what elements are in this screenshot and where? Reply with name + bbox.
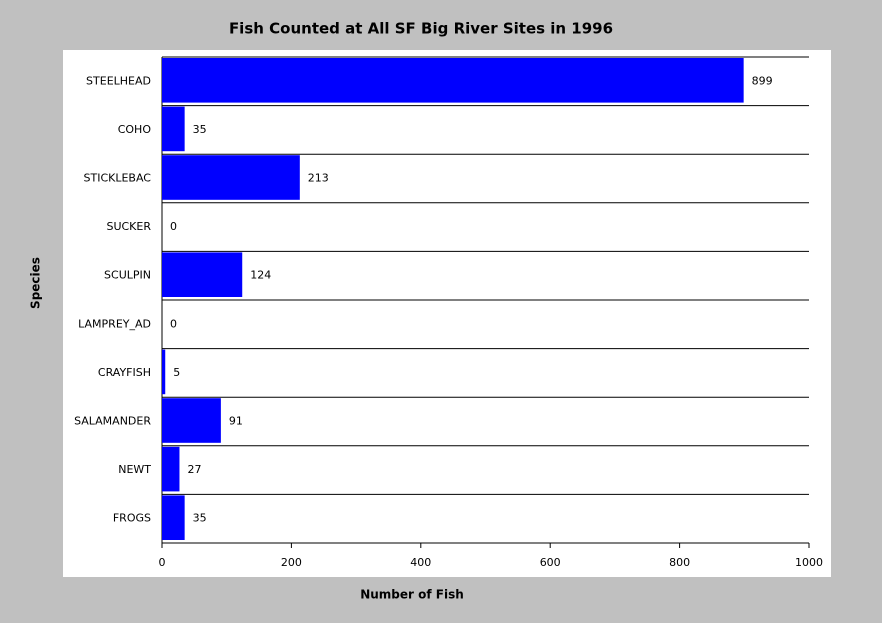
value-label: 27 bbox=[187, 463, 201, 476]
value-label: 0 bbox=[170, 317, 177, 330]
bar bbox=[162, 446, 180, 492]
value-label: 213 bbox=[308, 172, 329, 185]
value-label: 35 bbox=[193, 123, 207, 136]
x-axis-title: Number of Fish bbox=[360, 588, 464, 602]
value-label: 35 bbox=[193, 512, 207, 525]
value-label: 124 bbox=[250, 269, 271, 282]
bar bbox=[162, 398, 221, 443]
x-tick-label: 600 bbox=[540, 556, 561, 569]
bar bbox=[162, 155, 300, 200]
x-tick-label: 400 bbox=[410, 556, 431, 569]
chart-title: Fish Counted at All SF Big River Sites i… bbox=[229, 20, 613, 38]
bar bbox=[162, 349, 166, 395]
x-tick-label: 0 bbox=[159, 556, 166, 569]
x-tick-label: 200 bbox=[281, 556, 302, 569]
y-tick-label: STEELHEAD bbox=[86, 74, 151, 87]
bar bbox=[162, 252, 243, 297]
value-label: 0 bbox=[170, 220, 177, 233]
value-label: 91 bbox=[229, 415, 243, 428]
y-tick-label: SUCKER bbox=[106, 220, 151, 233]
x-tick-label: 800 bbox=[669, 556, 690, 569]
y-axis-title: Species bbox=[29, 257, 43, 309]
x-tick-label: 1000 bbox=[795, 556, 823, 569]
y-tick-label: SCULPIN bbox=[104, 269, 151, 282]
y-tick-label: NEWT bbox=[118, 463, 151, 476]
plot-panel bbox=[63, 50, 831, 577]
y-tick-label: CRAYFISH bbox=[98, 366, 151, 379]
y-tick-label: FROGS bbox=[113, 512, 151, 525]
value-label: 899 bbox=[752, 74, 773, 87]
y-tick-label: STICKLEBAC bbox=[84, 172, 152, 185]
value-label: 5 bbox=[173, 366, 180, 379]
y-tick-label: SALAMANDER bbox=[74, 415, 151, 428]
y-tick-label: COHO bbox=[118, 123, 152, 136]
bar bbox=[162, 58, 744, 103]
bar bbox=[162, 495, 185, 540]
bar bbox=[162, 106, 185, 152]
y-tick-label: LAMPREY_AD bbox=[78, 317, 151, 330]
